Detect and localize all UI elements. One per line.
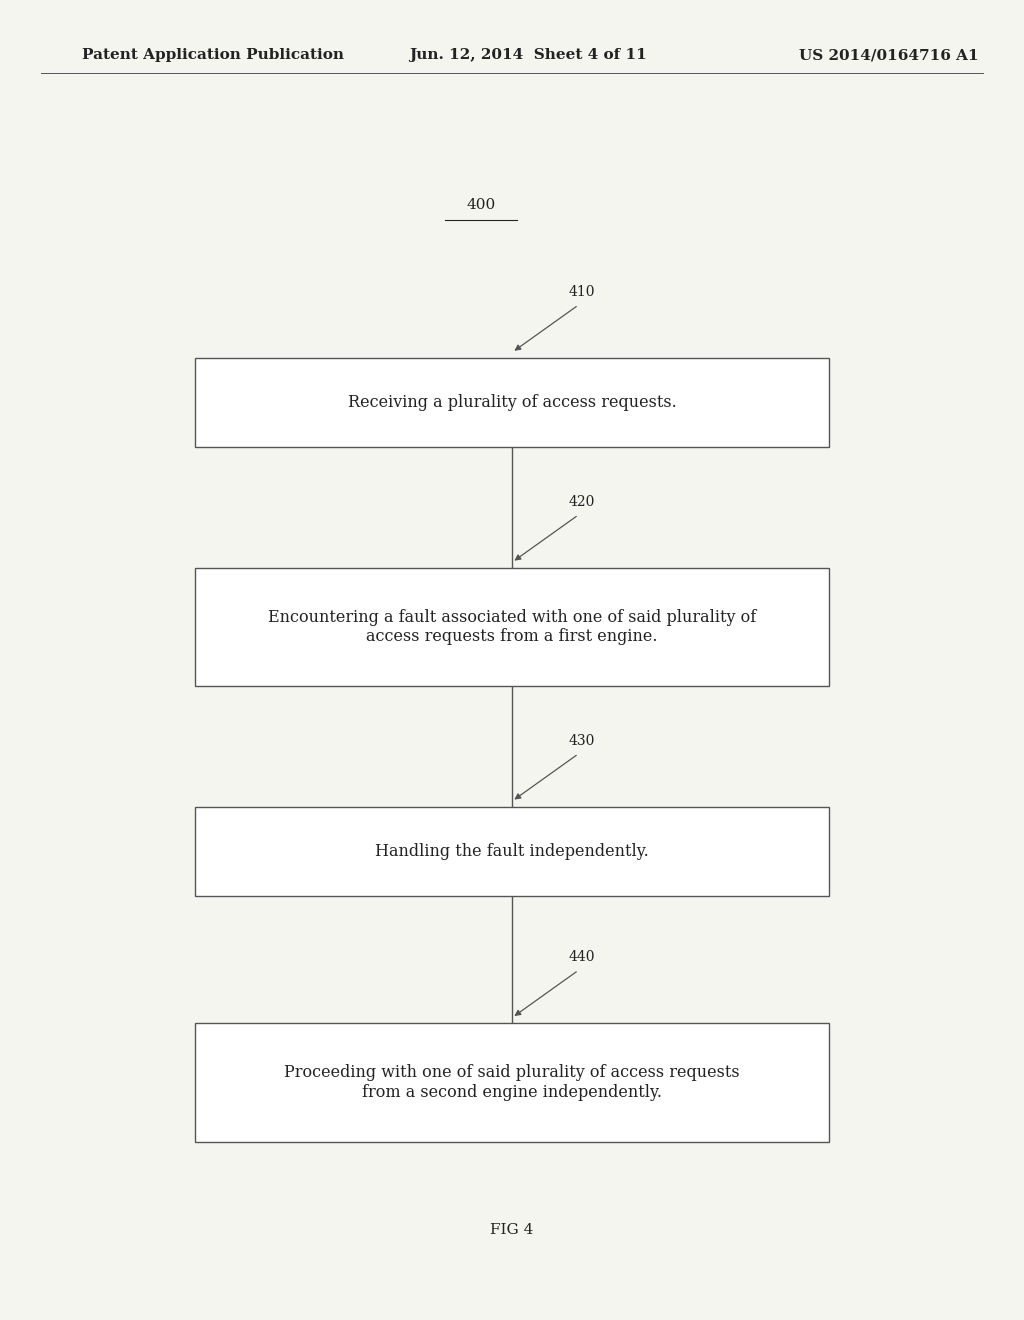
Bar bbox=[195, 568, 829, 686]
Text: Patent Application Publication: Patent Application Publication bbox=[82, 49, 344, 62]
Text: 420: 420 bbox=[568, 495, 595, 508]
Text: 400: 400 bbox=[467, 198, 496, 211]
Bar bbox=[195, 358, 829, 447]
Text: US 2014/0164716 A1: US 2014/0164716 A1 bbox=[799, 49, 978, 62]
Text: Receiving a plurality of access requests.: Receiving a plurality of access requests… bbox=[347, 395, 677, 411]
Bar bbox=[195, 807, 829, 896]
Text: Encountering a fault associated with one of said plurality of
access requests fr: Encountering a fault associated with one… bbox=[268, 609, 756, 645]
Text: Jun. 12, 2014  Sheet 4 of 11: Jun. 12, 2014 Sheet 4 of 11 bbox=[410, 49, 647, 62]
Text: Handling the fault independently.: Handling the fault independently. bbox=[375, 843, 649, 859]
Text: 410: 410 bbox=[568, 285, 595, 298]
Text: 430: 430 bbox=[568, 734, 595, 747]
Text: 440: 440 bbox=[568, 950, 595, 964]
Text: Proceeding with one of said plurality of access requests
from a second engine in: Proceeding with one of said plurality of… bbox=[285, 1064, 739, 1101]
Bar bbox=[195, 1023, 829, 1142]
Text: FIG 4: FIG 4 bbox=[490, 1224, 534, 1237]
